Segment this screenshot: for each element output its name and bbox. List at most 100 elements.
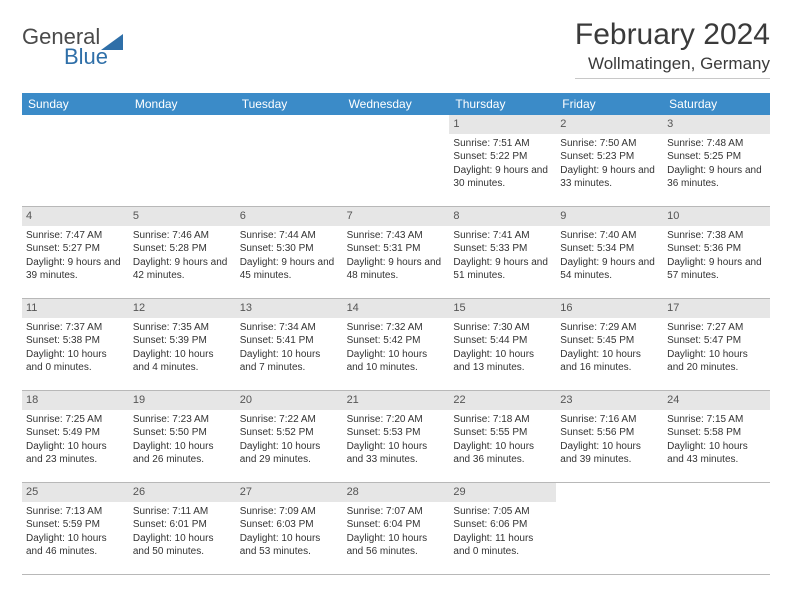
sunrise-text: Sunrise: 7:27 AM: [667, 321, 766, 335]
daylight-text: Daylight: 9 hours and 30 minutes.: [453, 164, 552, 191]
daylight-text: Daylight: 10 hours and 46 minutes.: [26, 532, 125, 559]
sunrise-text: Sunrise: 7:16 AM: [560, 413, 659, 427]
sunset-text: Sunset: 6:03 PM: [240, 518, 339, 532]
day-cell: 29Sunrise: 7:05 AMSunset: 6:06 PMDayligh…: [449, 483, 556, 574]
daylight-text: Daylight: 10 hours and 16 minutes.: [560, 348, 659, 375]
day-number: 18: [22, 391, 129, 410]
sunset-text: Sunset: 5:31 PM: [347, 242, 446, 256]
daylight-text: Daylight: 10 hours and 7 minutes.: [240, 348, 339, 375]
day-cell: 2 Sunrise: 7:50 AMSunset: 5:23 PMDaylight…: [556, 115, 663, 206]
day-number: 3: [663, 115, 770, 134]
day-number: 5: [129, 207, 236, 226]
sunset-text: Sunset: 5:25 PM: [667, 150, 766, 164]
daylight-text: Daylight: 10 hours and 43 minutes.: [667, 440, 766, 467]
sunrise-text: Sunrise: 7:20 AM: [347, 413, 446, 427]
day-number: 8: [449, 207, 556, 226]
day-number: 25: [22, 483, 129, 502]
day-cell: 26Sunrise: 7:11 AMSunset: 6:01 PMDayligh…: [129, 483, 236, 574]
sunrise-text: Sunrise: 7:35 AM: [133, 321, 232, 335]
daylight-text: Daylight: 9 hours and 42 minutes.: [133, 256, 232, 283]
daylight-text: Daylight: 10 hours and 13 minutes.: [453, 348, 552, 375]
week-row: 11Sunrise: 7:37 AMSunset: 5:38 PMDayligh…: [22, 299, 770, 391]
sunrise-text: Sunrise: 7:38 AM: [667, 229, 766, 243]
daylight-text: Daylight: 9 hours and 39 minutes.: [26, 256, 125, 283]
daylight-text: Daylight: 10 hours and 29 minutes.: [240, 440, 339, 467]
sunset-text: Sunset: 6:06 PM: [453, 518, 552, 532]
sunset-text: Sunset: 5:52 PM: [240, 426, 339, 440]
day-cell: 21Sunrise: 7:20 AMSunset: 5:53 PMDayligh…: [343, 391, 450, 482]
daylight-text: Daylight: 10 hours and 50 minutes.: [133, 532, 232, 559]
sunrise-text: Sunrise: 7:09 AM: [240, 505, 339, 519]
day-cell: 24Sunrise: 7:15 AMSunset: 5:58 PMDayligh…: [663, 391, 770, 482]
sunrise-text: Sunrise: 7:25 AM: [26, 413, 125, 427]
sunset-text: Sunset: 5:36 PM: [667, 242, 766, 256]
day-cell: 25Sunrise: 7:13 AMSunset: 5:59 PMDayligh…: [22, 483, 129, 574]
sunset-text: Sunset: 5:44 PM: [453, 334, 552, 348]
day-number: 23: [556, 391, 663, 410]
day-cell: 4Sunrise: 7:47 AMSunset: 5:27 PMDaylight…: [22, 207, 129, 298]
daylight-text: Daylight: 10 hours and 33 minutes.: [347, 440, 446, 467]
day-number: 17: [663, 299, 770, 318]
sunset-text: Sunset: 5:23 PM: [560, 150, 659, 164]
day-header-tuesday: Tuesday: [236, 93, 343, 115]
day-cell: 9Sunrise: 7:40 AMSunset: 5:34 PMDaylight…: [556, 207, 663, 298]
day-cell: 20Sunrise: 7:22 AMSunset: 5:52 PMDayligh…: [236, 391, 343, 482]
daylight-text: Daylight: 10 hours and 23 minutes.: [26, 440, 125, 467]
day-header-sunday: Sunday: [22, 93, 129, 115]
sunrise-text: Sunrise: 7:40 AM: [560, 229, 659, 243]
daylight-text: Daylight: 9 hours and 33 minutes.: [560, 164, 659, 191]
daylight-text: Daylight: 10 hours and 20 minutes.: [667, 348, 766, 375]
header: GeneralBlue February 2024 Wollmatingen, …: [22, 18, 770, 79]
sunset-text: Sunset: 5:56 PM: [560, 426, 659, 440]
sunrise-text: Sunrise: 7:15 AM: [667, 413, 766, 427]
sunset-text: Sunset: 5:38 PM: [26, 334, 125, 348]
day-number: 6: [236, 207, 343, 226]
week-row: 25Sunrise: 7:13 AMSunset: 5:59 PMDayligh…: [22, 483, 770, 575]
sunrise-text: Sunrise: 7:13 AM: [26, 505, 125, 519]
day-cell: [236, 115, 343, 206]
location: Wollmatingen, Germany: [575, 54, 770, 79]
day-number: 14: [343, 299, 450, 318]
sunset-text: Sunset: 5:55 PM: [453, 426, 552, 440]
daylight-text: Daylight: 10 hours and 0 minutes.: [26, 348, 125, 375]
day-number: 19: [129, 391, 236, 410]
sunset-text: Sunset: 6:01 PM: [133, 518, 232, 532]
sunset-text: Sunset: 6:04 PM: [347, 518, 446, 532]
logo: GeneralBlue: [22, 18, 123, 70]
sunrise-text: Sunrise: 7:29 AM: [560, 321, 659, 335]
day-cell: 19Sunrise: 7:23 AMSunset: 5:50 PMDayligh…: [129, 391, 236, 482]
daylight-text: Daylight: 11 hours and 0 minutes.: [453, 532, 552, 559]
day-number: 9: [556, 207, 663, 226]
day-number: 22: [449, 391, 556, 410]
day-cell: 12Sunrise: 7:35 AMSunset: 5:39 PMDayligh…: [129, 299, 236, 390]
daylight-text: Daylight: 10 hours and 36 minutes.: [453, 440, 552, 467]
weeks: 1Sunrise: 7:51 AMSunset: 5:22 PMDaylight…: [22, 115, 770, 575]
day-number: 16: [556, 299, 663, 318]
sunrise-text: Sunrise: 7:22 AM: [240, 413, 339, 427]
daylight-text: Daylight: 10 hours and 53 minutes.: [240, 532, 339, 559]
sunrise-text: Sunrise: 7:30 AM: [453, 321, 552, 335]
month-title: February 2024: [575, 18, 770, 52]
daylight-text: Daylight: 10 hours and 10 minutes.: [347, 348, 446, 375]
day-number: 2: [556, 115, 663, 134]
daylight-text: Daylight: 10 hours and 4 minutes.: [133, 348, 232, 375]
day-headers-row: Sunday Monday Tuesday Wednesday Thursday…: [22, 93, 770, 115]
daylight-text: Daylight: 9 hours and 48 minutes.: [347, 256, 446, 283]
week-row: 18Sunrise: 7:25 AMSunset: 5:49 PMDayligh…: [22, 391, 770, 483]
sunrise-text: Sunrise: 7:50 AM: [560, 137, 659, 151]
daylight-text: Daylight: 10 hours and 39 minutes.: [560, 440, 659, 467]
sunrise-text: Sunrise: 7:47 AM: [26, 229, 125, 243]
day-cell: 13Sunrise: 7:34 AMSunset: 5:41 PMDayligh…: [236, 299, 343, 390]
day-cell: 28Sunrise: 7:07 AMSunset: 6:04 PMDayligh…: [343, 483, 450, 574]
week-row: 1Sunrise: 7:51 AMSunset: 5:22 PMDaylight…: [22, 115, 770, 207]
day-number: 26: [129, 483, 236, 502]
day-cell: 17Sunrise: 7:27 AMSunset: 5:47 PMDayligh…: [663, 299, 770, 390]
day-cell: 10Sunrise: 7:38 AMSunset: 5:36 PMDayligh…: [663, 207, 770, 298]
day-number: 11: [22, 299, 129, 318]
sunset-text: Sunset: 5:41 PM: [240, 334, 339, 348]
day-header-wednesday: Wednesday: [343, 93, 450, 115]
sunset-text: Sunset: 5:28 PM: [133, 242, 232, 256]
day-cell: 27Sunrise: 7:09 AMSunset: 6:03 PMDayligh…: [236, 483, 343, 574]
sunset-text: Sunset: 5:34 PM: [560, 242, 659, 256]
day-number: 10: [663, 207, 770, 226]
